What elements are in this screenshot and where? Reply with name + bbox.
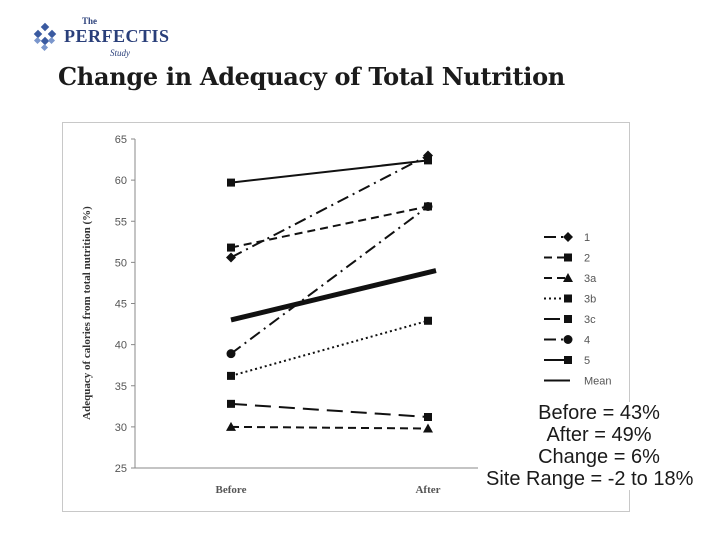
data-point-4 [423, 201, 433, 211]
series-line-2 [230, 205, 429, 249]
y-tick-label: 40 [115, 340, 127, 352]
data-point-2 [227, 243, 235, 252]
data-point-3a [423, 423, 433, 433]
legend-marker-3b [564, 294, 572, 303]
y-tick-label: 35 [115, 381, 127, 393]
series-line-3b [230, 319, 429, 377]
perfectis-logo: The PERFECTIS Study [30, 10, 170, 62]
logo-the: The [82, 16, 98, 26]
legend-marker-3c [564, 315, 572, 323]
data-point-3a [226, 421, 236, 431]
legend-label-3b: 3b [584, 294, 596, 306]
series-line-5 [230, 159, 429, 184]
legend-marker-4 [563, 335, 573, 344]
data-point-3b [227, 371, 235, 380]
legend-label-4: 4 [584, 335, 590, 347]
chart-frame: Adequacy of calories from total nutritio… [62, 122, 630, 512]
legend-label-Mean: Mean [584, 376, 612, 388]
logo-diamond-icon [33, 22, 57, 52]
data-point-5 [424, 156, 432, 165]
series-line-3a [230, 425, 429, 430]
y-axis-label: Adequacy of calories from total nutritio… [81, 206, 93, 420]
data-point-4 [226, 349, 236, 359]
legend-label-2: 2 [584, 253, 590, 265]
series-line-4 [230, 205, 429, 355]
summary-change: Change = 6% [478, 446, 720, 468]
y-tick-label: 55 [115, 216, 127, 228]
legend-marker-1 [563, 232, 573, 242]
legend-label-3c: 3c [584, 314, 596, 326]
legend-marker-2 [564, 253, 572, 262]
data-point-5 [227, 178, 235, 187]
data-point-3c [424, 413, 432, 422]
summary-range: Site Range = -2 to 18% [478, 468, 720, 490]
data-point-1 [226, 252, 236, 263]
legend-label-5: 5 [584, 355, 590, 367]
summary-after: After = 49% [478, 424, 720, 446]
line-chart: Adequacy of calories from total nutritio… [81, 134, 612, 496]
summary-before: Before = 43% [478, 402, 720, 424]
logo-name: PERFECTIS [64, 26, 170, 46]
logo-study: Study [110, 48, 130, 58]
y-tick-label: 65 [115, 134, 127, 146]
y-tick-label: 50 [115, 257, 127, 269]
x-tick-label: After [415, 484, 440, 496]
y-tick-label: 30 [115, 422, 127, 434]
legend-marker-3a [563, 273, 573, 282]
data-point-3b [424, 316, 432, 325]
x-tick-label: Before [216, 484, 247, 496]
page-title: Change in Adequacy of Total Nutrition [58, 62, 565, 91]
legend-label-3a: 3a [584, 273, 597, 285]
legend-label-1: 1 [584, 232, 590, 244]
data-point-3c [227, 399, 235, 408]
y-tick-label: 60 [115, 175, 127, 187]
y-tick-label: 25 [115, 463, 127, 475]
series-line-Mean [230, 268, 437, 323]
summary-box: Before = 43% After = 49% Change = 6% Sit… [478, 402, 720, 490]
y-tick-label: 45 [115, 299, 127, 311]
legend-marker-5 [564, 356, 572, 364]
series-line-3c [230, 402, 429, 419]
